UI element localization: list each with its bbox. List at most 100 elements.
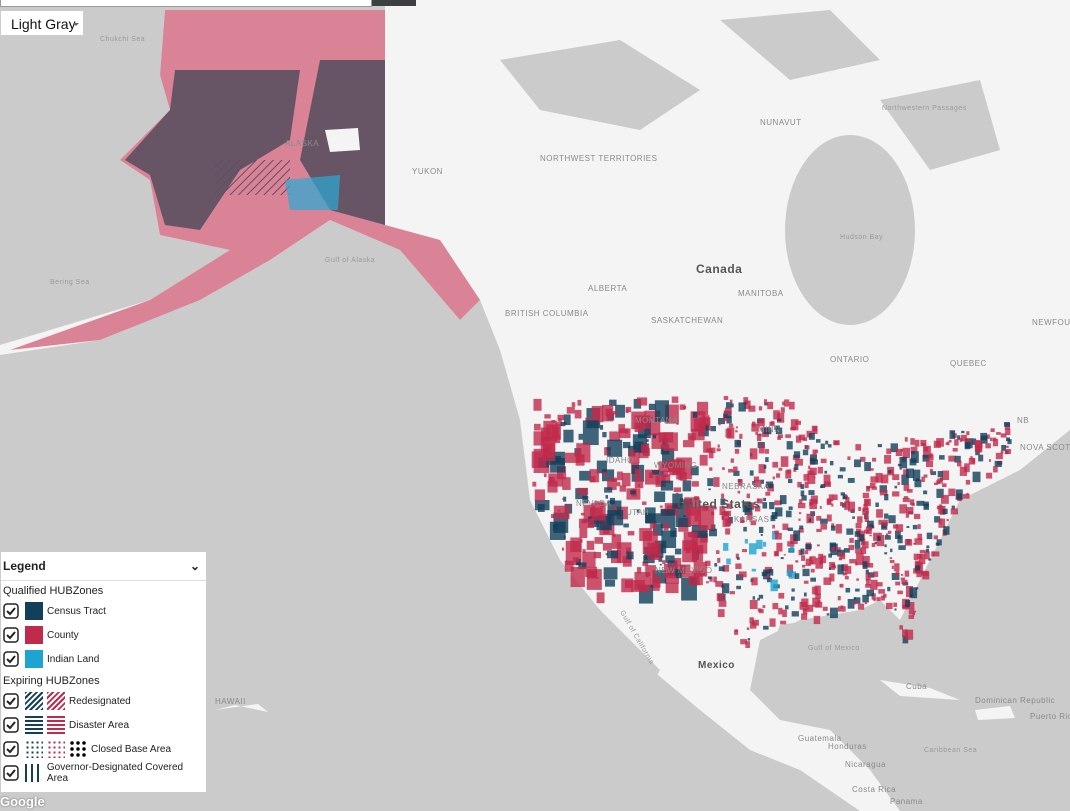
hubzone-patch xyxy=(658,461,671,473)
hubzone-patch xyxy=(816,544,820,547)
hubzone-patch xyxy=(631,580,645,592)
legend-item[interactable]: Disaster Area xyxy=(1,713,206,737)
hubzone-patch xyxy=(591,405,604,423)
hubzone-patch xyxy=(820,518,828,524)
hubzone-patch xyxy=(844,565,852,574)
hubzone-patch xyxy=(578,562,587,570)
hubzone-patch xyxy=(649,416,653,420)
hubzone-patch xyxy=(742,501,751,513)
hubzone-patch xyxy=(824,470,828,474)
checkbox[interactable] xyxy=(3,717,19,733)
hubzone-patch xyxy=(782,523,789,531)
hubzone-patch xyxy=(860,456,866,462)
hubzone-patch xyxy=(883,519,888,526)
hubzone-patch xyxy=(713,576,717,583)
hubzone-patch xyxy=(840,605,844,610)
hubzone-patch xyxy=(785,470,792,479)
hubzone-patch xyxy=(549,521,566,540)
map-label: MINN xyxy=(758,425,780,434)
hubzone-patch xyxy=(785,605,789,610)
hubzone-patch xyxy=(562,477,571,490)
search-box[interactable] xyxy=(0,0,372,7)
hubzone-patch xyxy=(557,414,565,421)
hubzone-patch xyxy=(923,503,929,510)
hubzone-patch xyxy=(809,467,817,475)
hubzone-patch xyxy=(596,460,607,474)
hubzone-patch xyxy=(933,535,939,540)
hubzone-patch xyxy=(750,520,757,526)
hubzone-patch xyxy=(762,605,766,609)
hubzone-patch xyxy=(634,469,642,479)
hubzone-patch xyxy=(537,504,545,512)
hubzone-patch xyxy=(762,502,768,509)
legend-item[interactable]: Indian Land xyxy=(1,647,206,671)
hubzone-patch xyxy=(918,553,926,565)
hubzone-patch xyxy=(865,526,872,534)
checkbox[interactable] xyxy=(3,651,19,667)
legend-header[interactable]: Legend ⌄ xyxy=(1,552,206,581)
hubzone-patch xyxy=(578,433,583,440)
hubzone-patch xyxy=(754,505,761,512)
hubzone-patch xyxy=(810,577,817,582)
checkbox[interactable] xyxy=(3,765,19,781)
hubzone-patch xyxy=(829,573,835,582)
hubzone-patch xyxy=(810,511,816,516)
map-label: Mexico xyxy=(698,660,735,671)
hubzone-patch xyxy=(910,438,915,445)
hubzone-patch xyxy=(909,499,915,505)
hubzone-patch xyxy=(859,534,864,542)
hubzone-patch xyxy=(576,443,591,463)
hubzone-patch xyxy=(717,609,725,618)
hubzone-patch xyxy=(961,430,965,434)
hubzone-patch xyxy=(725,528,731,535)
hubzone-patch xyxy=(901,579,908,585)
hubzone-patch xyxy=(971,438,977,445)
hubzone-patch xyxy=(626,547,631,553)
hubzone-patch xyxy=(663,563,675,579)
checkbox[interactable] xyxy=(3,603,19,619)
hubzone-patch xyxy=(567,504,570,509)
hubzone-patch xyxy=(631,411,646,430)
hubzone-patch xyxy=(713,506,717,510)
hubzone-patch xyxy=(863,503,869,511)
swatch xyxy=(25,716,43,734)
hubzone-patch xyxy=(968,457,976,465)
checkbox[interactable] xyxy=(3,741,19,757)
hubzone-patch xyxy=(894,563,900,572)
checkbox[interactable] xyxy=(3,627,19,643)
map-label: NUNAVUT xyxy=(760,118,802,127)
hubzone-patch xyxy=(923,445,931,459)
legend-item[interactable]: Governor-Designated Covered Area xyxy=(1,761,206,785)
hubzone-patch xyxy=(897,590,903,595)
map-label: ONTARIO xyxy=(830,355,869,364)
search-button[interactable] xyxy=(372,0,416,6)
legend-item[interactable]: Closed Base Area xyxy=(1,737,206,761)
map-label: Gulf of Alaska xyxy=(325,257,375,264)
hubzone-patch xyxy=(912,469,921,481)
hubzone-patch xyxy=(909,587,918,599)
hubzone-patch xyxy=(533,431,545,446)
hubzone-patch xyxy=(926,532,933,540)
hubzone-patch xyxy=(985,443,991,449)
hubzone-patch xyxy=(839,583,844,588)
hubzone-patch xyxy=(1005,428,1011,436)
hubzone-patch xyxy=(566,407,575,414)
hubzone-patch xyxy=(716,593,725,602)
basemap-dropdown[interactable]: Light Gray xyxy=(0,10,84,36)
hubzone-patch xyxy=(913,543,916,545)
hubzone-patch xyxy=(630,490,636,495)
legend-item[interactable]: Redesignated xyxy=(1,689,206,713)
legend-item[interactable]: Census Tract xyxy=(1,599,206,623)
hubzone-patch xyxy=(870,476,879,483)
hubzone-patch xyxy=(582,496,589,504)
collapse-icon[interactable]: ⌄ xyxy=(189,559,200,573)
hubzone-patch xyxy=(580,512,585,516)
hubzone-patch xyxy=(763,427,772,435)
checkbox[interactable] xyxy=(3,693,19,709)
map-label: UTAH xyxy=(626,508,649,517)
legend-item[interactable]: County xyxy=(1,623,206,647)
hubzone-patch xyxy=(770,421,775,425)
hubzone-patch xyxy=(747,512,753,521)
hubzone-patch xyxy=(844,494,848,497)
